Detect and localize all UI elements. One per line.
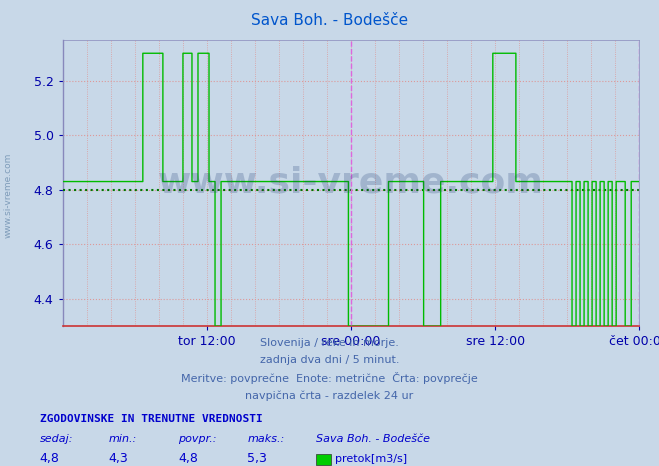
Text: ZGODOVINSKE IN TRENUTNE VREDNOSTI: ZGODOVINSKE IN TRENUTNE VREDNOSTI [40, 414, 262, 425]
Text: Meritve: povprečne  Enote: metrične  Črta: povprečje: Meritve: povprečne Enote: metrične Črta:… [181, 372, 478, 384]
Text: 5,3: 5,3 [247, 452, 267, 465]
Text: 4,8: 4,8 [40, 452, 59, 465]
Text: Sava Boh. - Bodešče: Sava Boh. - Bodešče [316, 434, 430, 444]
Text: www.si-vreme.com: www.si-vreme.com [4, 153, 13, 239]
Text: www.si-vreme.com: www.si-vreme.com [158, 166, 544, 200]
Text: 4,3: 4,3 [109, 452, 129, 465]
Text: povpr.:: povpr.: [178, 434, 216, 444]
Text: Slovenija / reke in morje.: Slovenija / reke in morje. [260, 337, 399, 348]
Text: zadnja dva dni / 5 minut.: zadnja dva dni / 5 minut. [260, 355, 399, 365]
Text: maks.:: maks.: [247, 434, 285, 444]
Text: pretok[m3/s]: pretok[m3/s] [335, 453, 407, 464]
Text: sedaj:: sedaj: [40, 434, 73, 444]
Text: min.:: min.: [109, 434, 137, 444]
Text: navpična črta - razdelek 24 ur: navpična črta - razdelek 24 ur [245, 391, 414, 401]
Text: Sava Boh. - Bodešče: Sava Boh. - Bodešče [251, 14, 408, 28]
Text: 4,8: 4,8 [178, 452, 198, 465]
